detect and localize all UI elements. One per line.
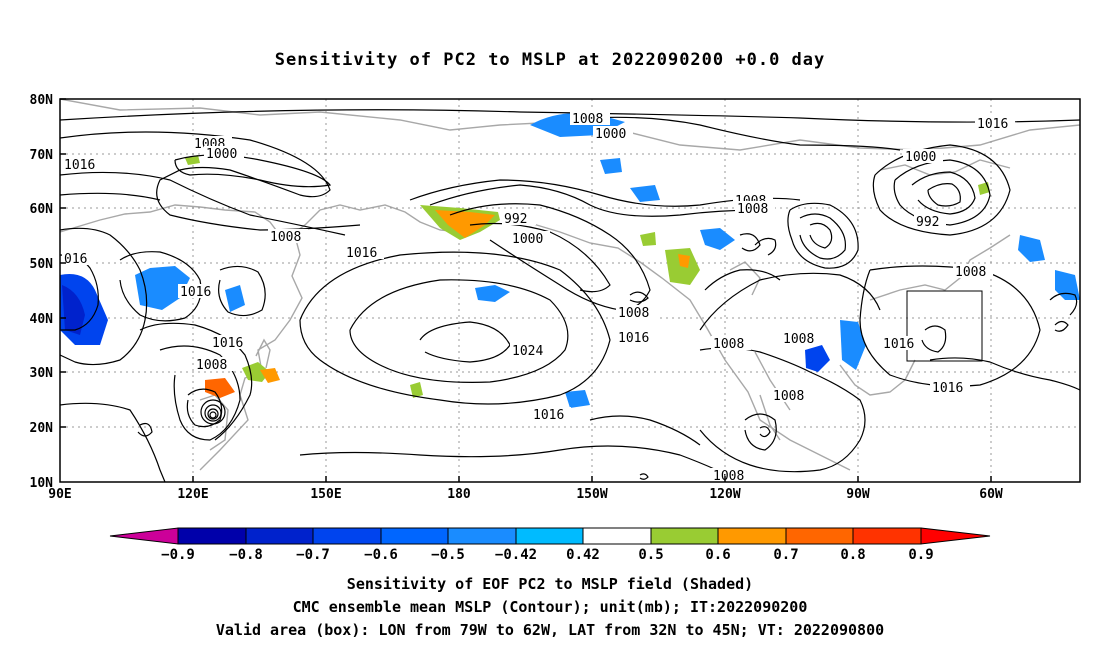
lat-label-60n: 60N xyxy=(30,202,54,217)
colorbar-label: 0.6 xyxy=(705,547,730,563)
contour-label-992-aleutian: 992 xyxy=(504,212,527,227)
colorbar-cell-6 xyxy=(515,527,584,545)
shade-blob-pacific-small2 xyxy=(630,185,660,202)
shade-blob-ak-green xyxy=(640,232,656,246)
colorbar-label: 0.9 xyxy=(908,547,933,563)
shade-blob-us-central xyxy=(805,345,830,372)
shade-blob-south-pacific xyxy=(565,390,590,408)
colorbar-cell-4 xyxy=(380,527,449,545)
contour-label-1008-typhoon: 1008 xyxy=(196,358,227,373)
contour-label-1024-high: 1024 xyxy=(512,344,543,359)
shade-blob-atlantic xyxy=(1018,235,1045,262)
contour-label-1008-gulf: 1008 xyxy=(618,306,649,321)
contour-labels: 1008 1000 1016 1008 1000 1016 1000 992 1… xyxy=(62,111,1015,484)
contour-label-1016-subtropic: 1016 xyxy=(932,381,963,396)
colorbar-label: −0.8 xyxy=(229,547,263,563)
colorbar-label: −0.7 xyxy=(296,547,330,563)
contour-label-1016-ne: 1016 xyxy=(977,117,1008,132)
lon-label-150e: 150E xyxy=(310,487,341,502)
shade-blob-east xyxy=(1055,270,1080,300)
colorbar-cell-1 xyxy=(177,527,247,545)
lon-label-180: 180 xyxy=(447,487,471,502)
contour-label-1016-ne-pacific: 1016 xyxy=(618,331,649,346)
shade-blob-korea xyxy=(225,285,245,312)
footer-shading-caption: Sensitivity of EOF PC2 to MSLP field (Sh… xyxy=(346,575,754,593)
colorbar-label: 0.42 xyxy=(566,547,600,563)
shade-blob-bc-orange xyxy=(678,254,690,268)
contour-label-1000-arctic: 1000 xyxy=(595,127,626,142)
lat-label-50n: 50N xyxy=(30,257,54,272)
lon-label-90e: 90E xyxy=(48,487,71,502)
valid-area-box xyxy=(906,290,983,362)
lon-label-120w: 120W xyxy=(709,487,740,502)
longitude-labels: 90E 120E 150E 180 150W 120W 90W 60W xyxy=(48,487,1003,502)
colorbar-cell-8 xyxy=(650,527,719,545)
contour-label-1016-south-china: 1016 xyxy=(212,336,243,351)
lat-label-70n: 70N xyxy=(30,148,54,163)
contour-label-1016-atlantic: 1016 xyxy=(883,337,914,352)
colorbar-cell-9 xyxy=(717,527,787,545)
lon-label-150w: 150W xyxy=(576,487,607,502)
lat-label-40n: 40N xyxy=(30,312,54,327)
contour-label-1016-china: 1016 xyxy=(180,285,211,300)
footer-contour-caption: CMC ensemble mean MSLP (Contour); unit(m… xyxy=(292,598,808,616)
colorbar-cell-2 xyxy=(245,527,314,545)
lon-label-60w: 60W xyxy=(979,487,1003,502)
colorbar-label: −0.42 xyxy=(495,547,537,563)
contour-label-1000-aleutian: 1000 xyxy=(512,232,543,247)
contour-label-1016-tropical: 1016 xyxy=(533,408,564,423)
shade-blob-typhoon-orange2 xyxy=(260,368,280,383)
colorbar-label: −0.5 xyxy=(431,547,465,563)
contour-label-1016-west-pacific: 1016 xyxy=(346,246,377,261)
colorbar xyxy=(109,527,991,545)
contour-label-1008-east-asia: 1008 xyxy=(270,230,301,245)
shade-blob-pacific xyxy=(475,285,510,302)
colorbar-label: −0.6 xyxy=(364,547,398,563)
chart-title: Sensitivity of PC2 to MSLP at 2022090200… xyxy=(274,50,826,70)
colorbar-cell-0 xyxy=(109,527,179,545)
colorbar-cell-12 xyxy=(920,527,991,545)
shade-blob-china xyxy=(135,266,190,310)
contour-label-1008-ontario: 1008 xyxy=(955,265,986,280)
colorbar-cell-3 xyxy=(312,527,382,545)
colorbar-labels: −0.9 −0.8 −0.7 −0.6 −0.5 −0.42 0.42 0.5 … xyxy=(161,547,934,563)
shade-blob-gulf xyxy=(840,320,866,370)
lat-label-20n: 20N xyxy=(30,421,54,436)
contour-label-1000-nw: 1000 xyxy=(206,147,237,162)
contour-label-1008-equator: 1008 xyxy=(713,469,744,484)
lat-label-10n: 10N xyxy=(30,476,54,491)
colorbar-label: −0.9 xyxy=(161,547,195,563)
contour-label-016-west: 016 xyxy=(64,252,87,267)
colorbar-cell-10 xyxy=(785,527,854,545)
shade-blob-aleutian-orange xyxy=(435,210,495,238)
lat-label-80n: 80N xyxy=(30,93,54,108)
footer-valid-area-caption: Valid area (box): LON from 79W to 62W, L… xyxy=(215,621,885,639)
colorbar-label: 0.5 xyxy=(638,547,663,563)
shade-blob-pacific-small xyxy=(600,158,622,174)
contour-label-1008-arctic: 1008 xyxy=(572,112,603,127)
contour-label-1016-nw: 1016 xyxy=(64,158,95,173)
lon-label-120e: 120E xyxy=(177,487,208,502)
shade-blob-typhoon-orange xyxy=(205,378,235,398)
contour-label-1008-mid2: 1008 xyxy=(737,202,768,217)
shade-blob-pacific-green xyxy=(410,382,423,398)
contour-label-1000-canada: 1000 xyxy=(905,150,936,165)
shade-blob-west-inner xyxy=(62,285,85,335)
contour-label-1008-west-us: 1008 xyxy=(713,337,744,352)
colorbar-cell-5 xyxy=(447,527,517,545)
contour-label-1008-central-us: 1008 xyxy=(783,332,814,347)
colorbar-label: 0.7 xyxy=(773,547,798,563)
colorbar-label: 0.8 xyxy=(840,547,865,563)
latitude-labels: 80N 70N 60N 50N 40N 30N 20N 10N xyxy=(30,93,54,491)
lon-label-90w: 90W xyxy=(846,487,870,502)
contour-label-1008-mexico: 1008 xyxy=(773,389,804,404)
contour-label-992-canada: 992 xyxy=(916,215,939,230)
shade-blob-alaska xyxy=(700,228,735,250)
axis-ticks xyxy=(60,98,992,482)
colorbar-cell-11 xyxy=(852,527,922,545)
lat-label-30n: 30N xyxy=(30,366,54,381)
colorbar-cell-7 xyxy=(582,527,652,545)
map-frame xyxy=(59,98,1081,483)
